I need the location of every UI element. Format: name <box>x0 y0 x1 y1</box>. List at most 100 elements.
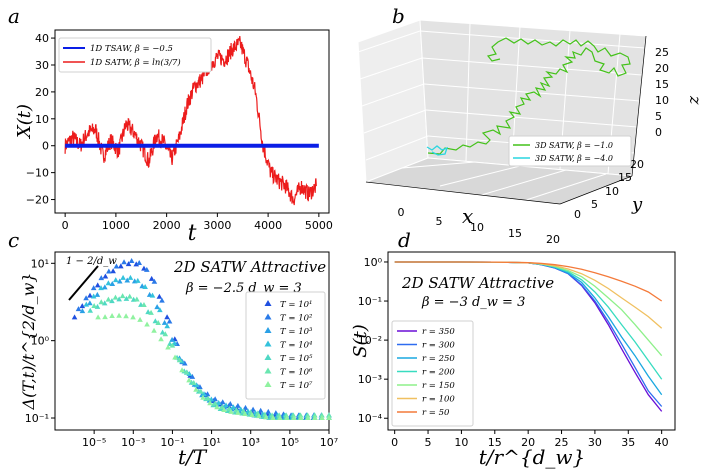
panel-c-data-marker <box>158 336 164 342</box>
panel-c-data-marker <box>87 300 93 306</box>
panel-a-xlabel: t <box>188 221 197 246</box>
panel-c-data-marker <box>154 304 160 310</box>
panel-c-data-marker <box>242 404 249 410</box>
panel-b-legend-cyan-label: 3D SATW, β = −4.0 <box>535 154 613 163</box>
panel-a-ytick-label: 10 <box>35 113 49 126</box>
panel-c-data-marker <box>98 299 105 305</box>
panel-c-data-points <box>71 257 332 421</box>
panel-c-xtick-label: 10⁵ <box>281 436 299 449</box>
panel-b-x-axis-line <box>365 181 561 205</box>
panel-c-data-marker <box>265 408 272 414</box>
panel-d-legend-label: r = 350 <box>422 327 455 337</box>
panel-c-data-marker <box>136 259 143 265</box>
panel-a-legend-tsaw-label: 1D TSAW, β = −0.5 <box>90 44 173 54</box>
panel-c-data-marker <box>151 327 157 333</box>
panel-c-data-marker <box>205 395 211 401</box>
panel-c-data-marker <box>159 297 165 303</box>
panel-c-data-marker <box>105 280 112 286</box>
panel-c-data-marker <box>249 412 255 418</box>
panel-c-data-marker <box>223 402 229 408</box>
panel-a-xtick-label: 2000 <box>153 219 181 232</box>
panel-d-xtick-label: 10 <box>454 436 468 449</box>
panel-c-legend-marker <box>264 354 272 360</box>
panel-b-ticks: 0 5 10 15 20 0 5 10 15 20 0 5 10 15 20 2… <box>398 46 670 246</box>
panel-a: a 0 1000 2000 3000 4000 5000 −20 −10 0 10 20 30 40 1… <box>8 4 333 246</box>
panel-b-x-tick: 0 <box>398 206 405 219</box>
panel-c-data-marker <box>311 412 318 418</box>
panel-d-xtick-label: 35 <box>621 436 635 449</box>
panel-b-letter: b <box>392 4 405 28</box>
panel-c-data-marker <box>125 261 132 267</box>
panel-c-data-marker <box>319 415 325 421</box>
panel-b-y-tick: 0 <box>574 208 581 221</box>
panel-c-data-marker <box>116 278 123 284</box>
panel-b-z-tick: 15 <box>655 78 669 91</box>
panel-c-data-marker <box>221 407 227 413</box>
panel-c-data-marker <box>112 277 119 283</box>
panel-c-data-marker <box>291 415 297 421</box>
panel-c-data-marker <box>181 360 188 366</box>
panel-a-ytick-label: 0 <box>42 140 49 153</box>
panel-c-data-marker <box>298 415 304 421</box>
panel-a-ytick-label: −20 <box>26 194 49 207</box>
panel-c-data-marker <box>283 412 290 418</box>
panel-c-data-marker <box>124 277 131 283</box>
panel-c-data-marker <box>106 268 112 274</box>
panel-c-ytick-label: 10⁻¹ <box>25 412 49 425</box>
panel-c-data-marker <box>151 278 158 284</box>
panel-c-data-marker <box>235 409 241 415</box>
panel-c-letter: c <box>8 228 19 252</box>
panel-c-data-marker <box>304 412 311 418</box>
panel-c-data-marker <box>198 388 204 394</box>
panel-c-data-marker <box>214 404 220 410</box>
panel-c-data-marker <box>250 406 256 412</box>
panel-c-data-marker <box>91 302 97 308</box>
panel-c-data-marker <box>71 314 78 320</box>
panel-b-ylabel: y <box>631 194 643 215</box>
panel-c-data-marker <box>165 344 171 350</box>
panel-c-data-marker <box>230 404 237 410</box>
panel-c-data-marker <box>141 265 147 271</box>
panel-c-data-marker <box>193 386 199 392</box>
panel-d-title: 2D SATW Attractive <box>401 274 554 292</box>
panel-c-data-marker <box>152 318 159 324</box>
panel-d-xtick-label: 40 <box>655 436 669 449</box>
panel-c-legend-label: T = 10⁵ <box>280 354 313 364</box>
panel-c-data-marker <box>212 400 218 406</box>
panel-c-data-marker <box>95 314 101 320</box>
panel-d-xtick-label: 30 <box>588 436 602 449</box>
panel-c-data-marker <box>319 412 325 418</box>
panel-c-data-marker <box>110 268 116 274</box>
panel-c-ytick-label: 10⁰ <box>31 335 50 348</box>
panel-c-data-marker <box>109 298 115 304</box>
panel-c-data-marker <box>75 306 82 312</box>
panel-c-data-marker <box>87 292 93 298</box>
panel-c-ticks: 10⁻⁵ 10⁻³ 10⁻¹ 10¹ 10³ 10⁵ 10⁷ 10⁻¹ 10⁰ 10¹ <box>25 257 338 449</box>
panel-c-data-marker <box>193 382 200 388</box>
panel-d-legend-label: r = 50 <box>422 408 450 418</box>
panel-c-data-marker <box>102 314 108 320</box>
panel-c-xtick-label: 10⁻⁵ <box>82 436 106 449</box>
panel-c-data-marker <box>200 394 206 400</box>
panel-c-data-marker <box>98 275 105 281</box>
panel-c-data-marker <box>212 396 218 402</box>
panel-c-data-marker <box>142 283 148 289</box>
panel-b-y-tick: 15 <box>618 171 632 184</box>
panel-c-legend-label: T = 10⁴ <box>280 341 313 351</box>
panel-c-data-marker <box>144 321 150 327</box>
panel-c-data-marker <box>219 399 226 405</box>
panel-a-legend: 1D TSAW, β = −0.5 1D SATW, β = ln(3/7) <box>58 37 212 73</box>
panel-c-data-marker <box>186 370 193 376</box>
panel-c-data-marker <box>116 312 122 318</box>
panel-b-cyan-walk <box>426 145 449 156</box>
panel-b-z-tick: 25 <box>655 46 669 59</box>
panel-c-data-marker <box>176 357 183 363</box>
panel-d: d 0 5 10 15 20 25 30 35 40 10⁻⁴ 10⁻³ 10⁻² 10⁻¹ 10⁰ 2D… <box>350 228 676 469</box>
panel-c-data-marker <box>105 296 112 302</box>
panel-d-ylabel: S(t) <box>350 324 371 358</box>
panel-c-data-marker <box>144 266 150 272</box>
panel-a-frame <box>54 29 330 214</box>
panel-d-xtick-label: 20 <box>521 436 535 449</box>
panel-a-xtick-label: 4000 <box>254 219 282 232</box>
panel-c-data-marker <box>148 275 155 281</box>
